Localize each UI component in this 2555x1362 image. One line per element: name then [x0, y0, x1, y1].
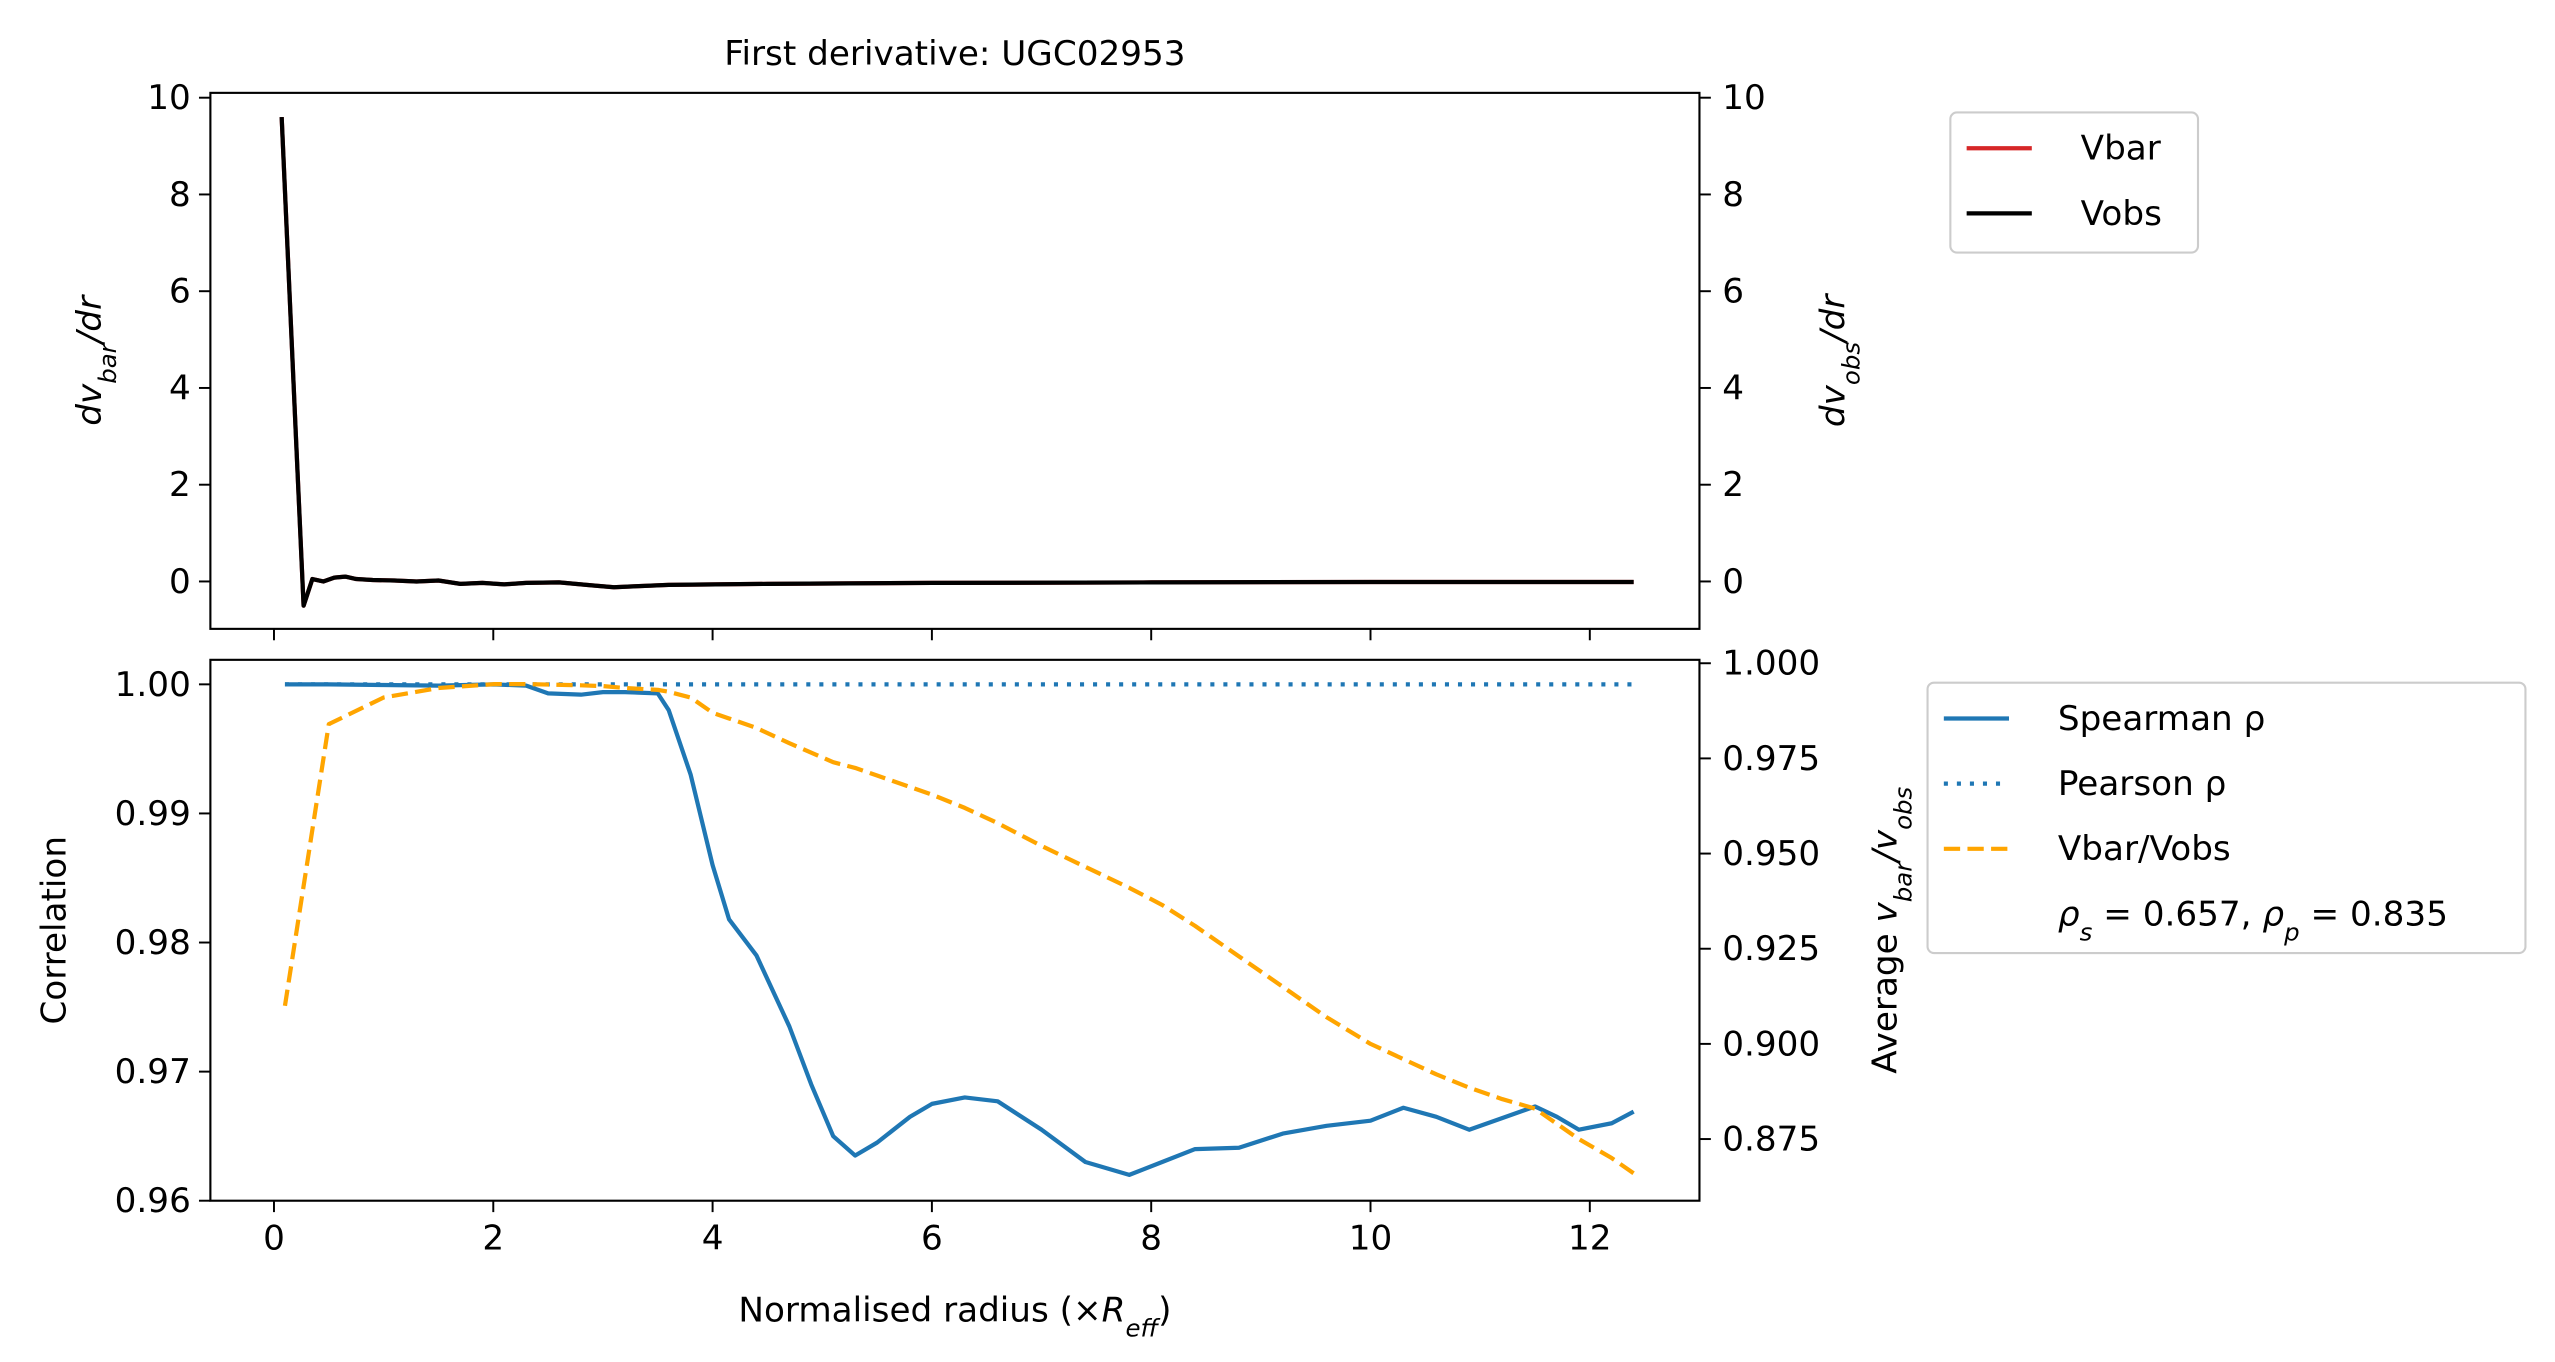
y2-tick-label: 2 [1722, 465, 1744, 505]
plot-frame [209, 658, 1701, 1202]
legend: Vbar Vobs [1949, 111, 2200, 254]
y2-tick-label: 0 [1722, 562, 1744, 602]
y2-tick-label: 10 [1722, 78, 1766, 118]
y2-tick-label: 0.975 [1722, 739, 1820, 779]
y-tick-label: 0.99 [115, 794, 191, 834]
y2-axis-label: Average vbar/vobs [1866, 786, 1918, 1073]
x-tick-label: 10 [1349, 1219, 1393, 1259]
plot-frame [209, 91, 1701, 630]
y2-axis-label-part: dv [1813, 384, 1853, 427]
series-line [282, 682, 1635, 1176]
x-axis-label-part: R [1102, 1290, 1126, 1330]
legend-note-part: s [2080, 917, 2093, 946]
x-axis-label-part: Normalised radius (× [738, 1290, 1101, 1330]
x-tick-label: 2 [482, 1219, 504, 1259]
y2-axis-label-part: /dr [1813, 293, 1853, 345]
y2-tick-label: 0.875 [1722, 1119, 1820, 1159]
x-tick-label: 8 [1140, 1219, 1162, 1259]
y-tick-label: 0 [169, 562, 191, 602]
x-tick-label: 4 [702, 1219, 724, 1259]
y2-tick-label: 0.900 [1722, 1024, 1820, 1064]
y-axis-label-part: bar [93, 341, 122, 383]
y2-tick-label: 6 [1722, 272, 1744, 312]
y2-axis-label: dvobs/dr [1813, 293, 1865, 427]
series-line [284, 682, 1635, 1178]
y-tick-label: 8 [169, 175, 191, 215]
y2-tick-label: 0.925 [1722, 929, 1820, 969]
x-tick-label: 6 [921, 1219, 943, 1259]
y-axis-label-part: /dr [70, 294, 110, 346]
y-axis-label-part: Correlation [34, 836, 74, 1025]
legend-label: Spearman ρ [2058, 699, 2265, 739]
legend-note-part: = 0.657, [2092, 894, 2262, 934]
y-tick-label: 10 [147, 78, 191, 118]
legend-note-part: p [2283, 917, 2300, 946]
legend-note-part: = 0.835 [2300, 894, 2448, 934]
y2-axis-label-part: v [1866, 901, 1906, 922]
y2-axis-label-part: /v [1866, 829, 1906, 865]
y2-axis-label-part: obs [1836, 342, 1865, 385]
y2-tick-label: 1.000 [1722, 644, 1820, 684]
x-tick-label: 0 [263, 1219, 285, 1259]
y-tick-label: 0.98 [115, 923, 191, 963]
y2-tick-label: 4 [1722, 368, 1744, 408]
legend: Spearman ρ Pearson ρ Vbar/Vobs [1926, 681, 2527, 955]
x-axis-label: Normalised radius (×Reff) [738, 1290, 1171, 1341]
y-tick-label: 0.96 [115, 1181, 191, 1221]
y-tick-label: 2 [169, 465, 191, 505]
x-axis-label-part: eff [1125, 1313, 1160, 1342]
legend-label: Vobs [2081, 194, 2162, 234]
y2-tick-label: 0.950 [1722, 834, 1820, 874]
y-tick-label: 6 [169, 272, 191, 312]
legend-note: ρs = 0.657, ρp = 0.835 [2058, 894, 2448, 945]
series-line [279, 116, 1634, 608]
x-axis-label-part: ) [1158, 1290, 1171, 1330]
y-tick-label: 0.97 [115, 1052, 191, 1092]
y-axis-label-part: dv [70, 383, 110, 426]
y-tick-label: 1.00 [115, 665, 191, 705]
y-axis-label: Correlation [34, 836, 74, 1025]
y2-axis-label-part: bar [1888, 860, 1917, 902]
x-tick-label: 12 [1568, 1219, 1612, 1259]
legend-label: Vbar [2081, 129, 2162, 169]
y2-axis-label-part: obs [1888, 786, 1917, 829]
chart-title: First derivative: UGC02953 [724, 34, 1185, 74]
legend-label: Pearson ρ [2058, 764, 2226, 804]
y2-tick-label: 8 [1722, 175, 1744, 215]
legend-note-part: ρ [2058, 894, 2080, 934]
legend-label: Vbar/Vobs [2058, 829, 2231, 869]
legend-frame [1926, 681, 2527, 955]
y-axis-label: dvbar/dr [70, 294, 121, 426]
legend-note-part: ρ [2262, 894, 2284, 934]
y-tick-label: 4 [169, 368, 191, 408]
y2-axis-label-part: Average [1866, 922, 1906, 1073]
